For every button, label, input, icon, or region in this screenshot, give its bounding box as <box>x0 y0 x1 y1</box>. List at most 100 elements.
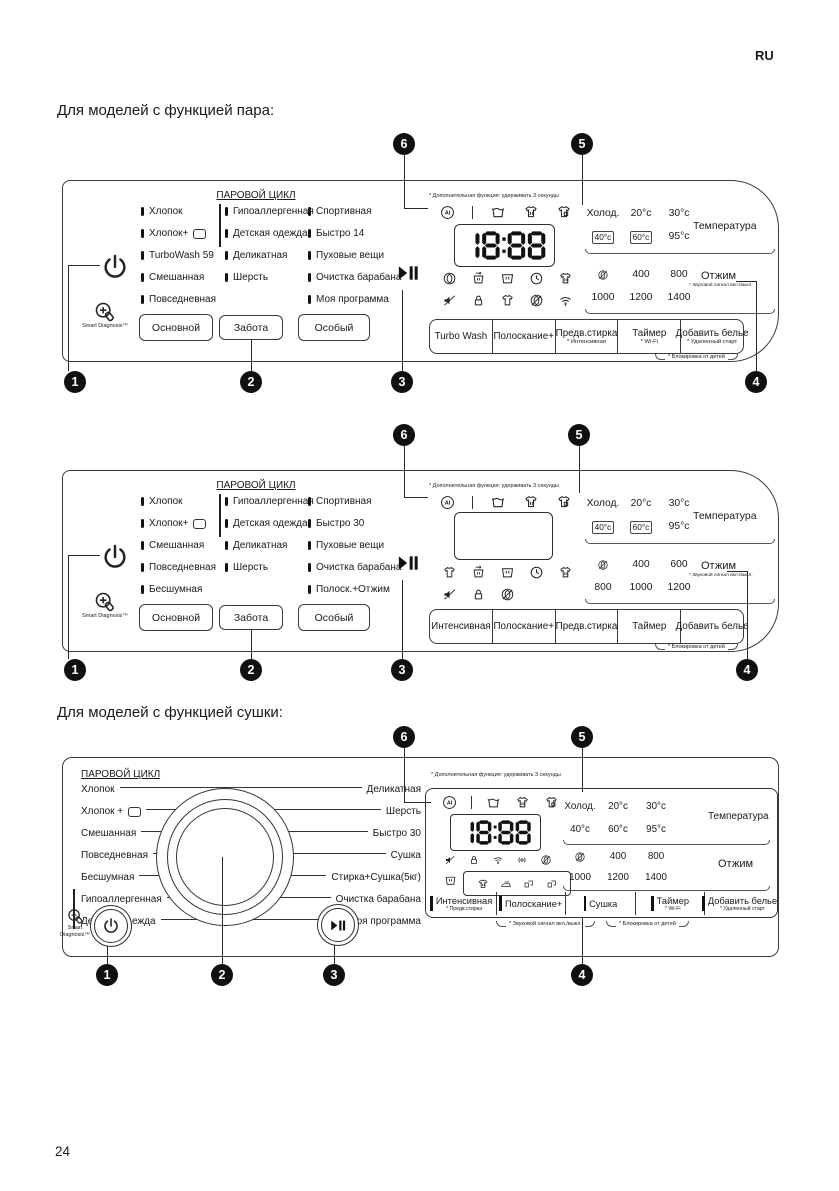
callout-line <box>582 917 584 964</box>
callout-line <box>222 857 224 964</box>
option-buttons-bar: Интенсивная Полоскание+ Предв.стирка Тай… <box>429 609 749 644</box>
dial-label-right: Сушка <box>218 849 421 862</box>
program-item: Детская одежда <box>225 517 308 530</box>
dial-label-right: Быстро 30 <box>218 827 421 840</box>
program-label: Моя программа <box>316 294 389 305</box>
spin-value: 400 <box>632 269 650 280</box>
prewash-button: Предв.стирка <box>554 610 618 643</box>
clock-icon <box>529 271 544 286</box>
no-spin-icon <box>597 269 609 281</box>
temp-row-2: 40°c 60°c 95°c <box>584 521 698 534</box>
callout-6: 6 <box>393 424 415 446</box>
program-label: Хлопок+ <box>149 228 189 239</box>
shirt-tag-icon <box>556 204 572 220</box>
callout-line <box>736 281 757 283</box>
callout-line <box>579 446 581 493</box>
pointer-line <box>218 919 344 920</box>
spin-value: 1400 <box>645 872 667 883</box>
mute-icon <box>444 854 456 866</box>
spin-value: 1200 <box>667 582 691 593</box>
steam-group-line <box>73 889 75 929</box>
program-label: Полоск.+Отжим <box>316 584 390 595</box>
temp-value: 95°c <box>668 521 690 532</box>
program-dial-inner <box>176 808 274 906</box>
child-lock-icon <box>468 854 480 866</box>
program-tick <box>225 496 228 507</box>
temp-row-1: Холод. 20°c 30°c <box>584 498 698 509</box>
program-label: Хлопок <box>149 206 183 217</box>
sound-note: * Звуковой сигнал вкл./выкл. <box>689 573 753 578</box>
callout-line <box>727 571 748 573</box>
callout-line <box>68 265 70 371</box>
spin-drum-icon <box>442 271 457 286</box>
temp-row-2: 40°c 60°c 95°c <box>561 824 675 835</box>
spin-value: 1400 <box>667 292 691 303</box>
smart-diagnosis: Smart Diagnosis™ <box>55 908 95 938</box>
callout-4: 4 <box>745 371 767 393</box>
display-digits: 18:88 <box>462 231 548 260</box>
program-tick <box>308 496 311 507</box>
program-item: Повседневная <box>141 561 216 574</box>
program-label: Бесшумная <box>149 584 203 595</box>
program-item: Детская одежда <box>225 227 308 240</box>
option-buttons-bar: Turbo Wash Полоскание+ Предв.стирка * Инт… <box>429 319 749 354</box>
program-label: Очистка барабана <box>316 562 402 573</box>
mute-icon <box>442 587 457 602</box>
program-item: TurboWash 59 <box>141 249 214 262</box>
temperature-brace <box>585 249 775 254</box>
temp-row-1: Холод. 20°c 30°c <box>584 208 698 219</box>
program-tick <box>308 540 311 551</box>
child-lock-note: * Блокировка от детей <box>668 644 725 650</box>
callout-line <box>404 748 406 803</box>
program-item: Полоск.+Отжим <box>308 583 390 596</box>
callout-6: 6 <box>393 726 415 748</box>
shirt-icon <box>500 293 515 308</box>
child-lock-icon <box>471 293 486 308</box>
callout-line <box>404 208 428 210</box>
program-item: Быстро 30 <box>308 517 364 530</box>
program-label: Гипоаллергенная <box>233 496 314 507</box>
icon-separator <box>471 796 473 809</box>
temp-value: 60°c <box>608 824 628 835</box>
tub-icon <box>500 271 515 286</box>
empty-display <box>454 512 553 560</box>
brace-arc <box>655 354 665 360</box>
tub-arrow-icon <box>471 565 486 580</box>
callout-line <box>402 290 404 371</box>
callout-line <box>404 446 406 498</box>
callout-2: 2 <box>211 964 233 986</box>
callout-line <box>402 580 404 659</box>
ai-icon <box>440 495 455 510</box>
program-label: Шерсть <box>233 562 269 573</box>
play-pause-icon <box>397 263 419 283</box>
program-label: Повседневная <box>149 562 217 573</box>
callout-line <box>68 265 100 267</box>
steam-group-line <box>219 204 221 247</box>
steam-cycle-header: ПАРОВОЙ ЦИКЛ <box>81 769 161 780</box>
program-label: TurboWash 59 <box>149 250 214 261</box>
play-pause-icon <box>397 553 419 573</box>
callout-3: 3 <box>391 371 413 393</box>
temp-row-1: Холод. 20°c 30°c <box>561 801 675 812</box>
temp-value: 95°c <box>646 824 666 835</box>
callout-5: 5 <box>571 726 593 748</box>
callout-2: 2 <box>240 659 262 681</box>
status-icon-row <box>442 587 515 602</box>
no-spin-icon <box>540 854 552 866</box>
temp-value: 30°c <box>668 498 690 509</box>
temperature-label: Температура <box>708 811 769 822</box>
dial-label-right: Моя программа <box>218 915 421 928</box>
temp-value: 20°c <box>608 801 628 812</box>
program-item: Быстро 14 <box>308 227 364 240</box>
callout-3: 3 <box>323 964 345 986</box>
temperature-label: Температура <box>693 220 757 232</box>
ai-icon <box>440 205 455 220</box>
temperature-label: Температура <box>693 510 757 522</box>
steam-cycle-header: ПАРОВОЙ ЦИКЛ <box>216 190 296 201</box>
callout-1: 1 <box>96 964 118 986</box>
steam-shirt-icon <box>558 565 573 580</box>
tub-icon <box>444 874 457 887</box>
seven-segment-display: 18:88 <box>450 814 541 851</box>
spin-row-2: 1000 1200 1400 <box>584 292 698 303</box>
program-item: Деликатная <box>225 249 287 262</box>
